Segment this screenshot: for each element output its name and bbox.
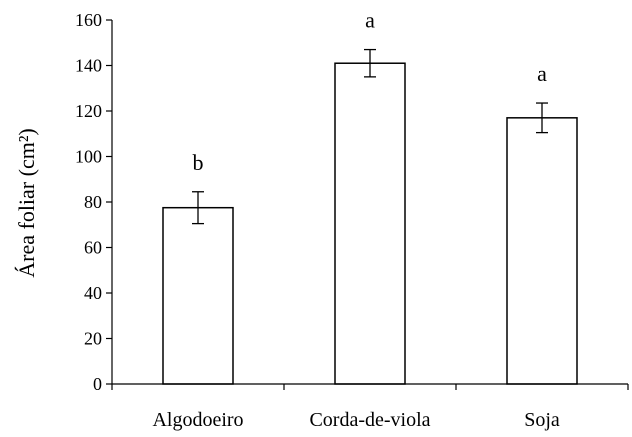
y-tick-label: 40 <box>84 283 102 303</box>
significance-letter: a <box>537 61 547 86</box>
y-axis-title: Área foliar (cm²) <box>14 128 39 278</box>
y-tick-label: 80 <box>84 192 102 212</box>
y-tick-label: 160 <box>75 10 102 30</box>
bar-corda-de-viola <box>334 62 406 385</box>
y-tick-label: 0 <box>93 374 102 394</box>
y-tick-label: 100 <box>75 147 102 167</box>
significance-letter: b <box>193 150 204 175</box>
x-tick-label: Soja <box>524 409 560 431</box>
bar-soja <box>506 117 578 385</box>
x-axis: Algodoeiro Corda-de-viola Soja <box>111 383 629 431</box>
bars: b a a <box>162 8 578 385</box>
y-tick-label: 120 <box>75 101 102 121</box>
y-tick-label: 20 <box>84 329 102 349</box>
significance-letter: a <box>365 8 375 33</box>
y-axis: 0 20 40 60 80 100 120 140 160 <box>75 10 113 394</box>
y-tick-label: 60 <box>84 238 102 258</box>
x-tick-label: Corda-de-viola <box>309 409 430 431</box>
x-tick-label: Algodoeiro <box>152 409 243 431</box>
y-tick-label: 140 <box>75 56 102 76</box>
bar-algodoeiro <box>162 206 234 385</box>
